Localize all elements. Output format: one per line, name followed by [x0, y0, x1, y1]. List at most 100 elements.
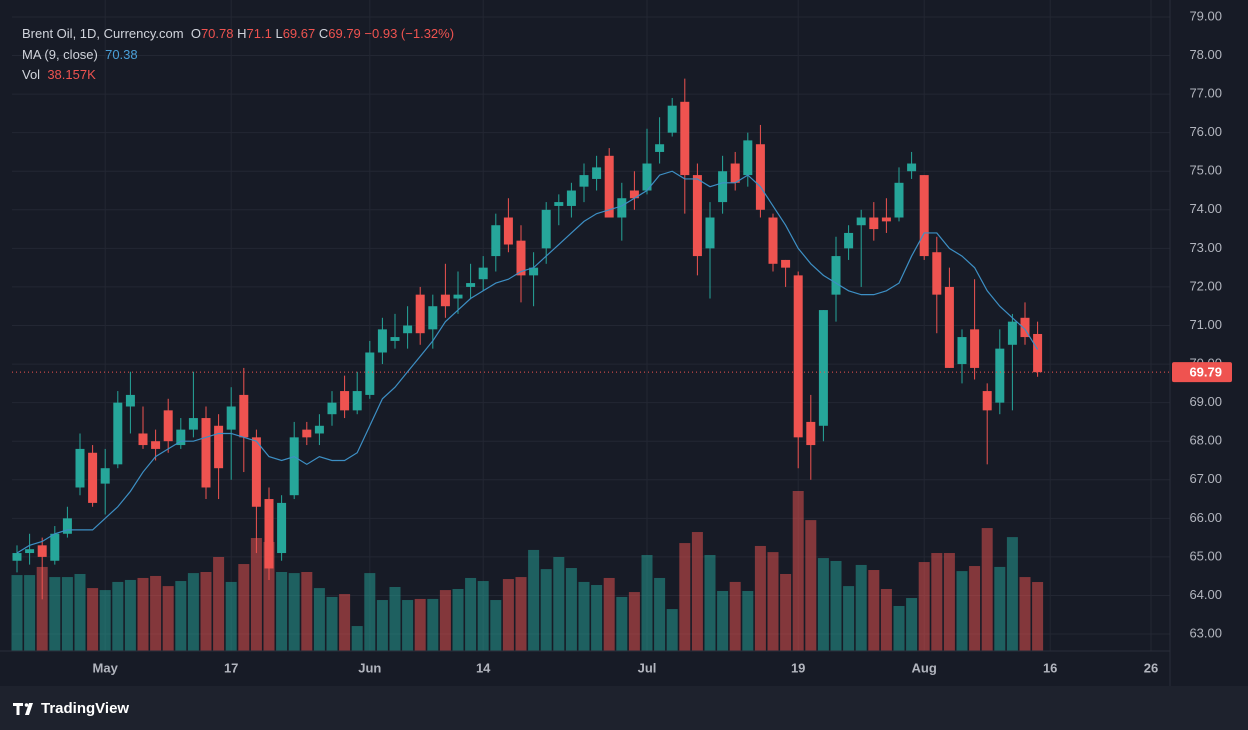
candle-body	[151, 441, 161, 449]
candle-body	[491, 225, 501, 257]
candle-body	[705, 217, 715, 249]
volume-bar	[175, 581, 187, 651]
candle-body	[793, 275, 803, 438]
candle-body	[503, 217, 513, 245]
volume-bar	[137, 577, 149, 651]
candle-body	[201, 418, 211, 488]
axes: 63.0064.0065.0066.0067.0068.0069.0070.00…	[12, 8, 1232, 675]
candle-body	[428, 306, 438, 330]
candle-body	[37, 545, 47, 557]
volume-bar	[213, 556, 225, 651]
candle-body	[881, 217, 891, 222]
y-tick-label: 77.00	[1189, 86, 1222, 101]
candle-body	[554, 202, 564, 206]
volume-pane	[11, 491, 1044, 651]
candle-body	[907, 163, 917, 172]
candle-body	[604, 155, 614, 218]
volume-bar	[49, 577, 61, 651]
ma-value: 70.38	[105, 46, 138, 62]
volume-bar	[691, 532, 703, 651]
volume-bar	[238, 564, 250, 651]
volume-bar	[603, 577, 615, 651]
volume-bar	[780, 573, 792, 651]
y-tick-label: 78.00	[1189, 47, 1222, 62]
volume-bar	[301, 571, 313, 651]
volume-bar	[1006, 537, 1018, 651]
y-tick-label: 76.00	[1189, 124, 1222, 139]
volume-bar	[981, 528, 993, 651]
candle-body	[818, 310, 828, 426]
volume-bar	[250, 538, 262, 651]
candle-body	[781, 259, 791, 268]
candle-body	[277, 502, 287, 554]
volume-bar	[351, 626, 363, 651]
volume-bar	[515, 577, 527, 651]
volume-bar	[24, 575, 36, 651]
volume-bar	[843, 586, 855, 651]
candle-body	[453, 294, 463, 299]
y-tick-label: 67.00	[1189, 471, 1222, 486]
volume-bar	[150, 575, 162, 651]
volume-bar	[263, 541, 275, 651]
volume-bar	[124, 579, 136, 651]
volume-bar	[36, 566, 48, 651]
volume-bar	[729, 581, 741, 651]
x-tick-label: 17	[224, 660, 238, 675]
candle-body	[995, 348, 1005, 403]
volume-bar	[339, 594, 351, 651]
candle-body	[390, 337, 400, 341]
candle-body	[340, 391, 350, 411]
last-price-tag	[1172, 362, 1232, 383]
volume-bar	[439, 590, 451, 651]
candle-body	[743, 140, 753, 176]
volume-bar	[465, 577, 477, 651]
volume-bar	[918, 562, 930, 651]
y-tick-label: 79.00	[1189, 8, 1222, 23]
candle-body	[642, 163, 652, 191]
candle-body	[125, 394, 135, 407]
candle-body	[617, 198, 627, 218]
volume-bar	[666, 609, 678, 651]
y-tick-label: 63.00	[1189, 625, 1222, 640]
volume-bar	[477, 581, 489, 651]
volume-bar	[187, 573, 199, 651]
candle-body	[88, 452, 98, 503]
y-tick-label: 66.00	[1189, 510, 1222, 525]
volume-bar	[1019, 577, 1031, 651]
candle-body	[188, 418, 198, 430]
legend-row: Brent Oil, 1D, Currency.com O70.78 H71.1…	[22, 24, 454, 45]
brand-name: TradingView	[41, 700, 129, 717]
x-tick-label: May	[93, 660, 119, 675]
volume-bar	[578, 581, 590, 651]
x-tick-label: 16	[1043, 660, 1057, 675]
legend-row: Vol 38.157K	[22, 65, 454, 86]
candle-body	[365, 352, 375, 395]
candle-body	[516, 240, 526, 276]
candle-body	[844, 232, 854, 249]
y-tick-label: 65.00	[1189, 548, 1222, 563]
candle-body	[579, 175, 589, 187]
candle-body	[541, 209, 551, 249]
candle-body	[239, 394, 249, 438]
candles	[12, 78, 1043, 600]
y-tick-label: 69.00	[1189, 394, 1222, 409]
volume-bar	[1032, 582, 1044, 651]
volume-bar	[754, 545, 766, 651]
volume-bar	[931, 553, 943, 651]
candle-body	[100, 468, 110, 484]
volume-bar	[628, 592, 640, 651]
candle-body	[806, 421, 816, 446]
y-tick-label: 75.00	[1189, 163, 1222, 178]
volume-bar	[74, 573, 86, 651]
volume-bar	[868, 570, 880, 651]
candle-body	[75, 448, 85, 488]
candle-body	[831, 256, 841, 295]
candle-body	[957, 337, 967, 365]
volume-bar	[654, 577, 666, 651]
y-tick-label: 64.00	[1189, 587, 1222, 602]
candle-body	[226, 406, 236, 430]
volume-bar	[969, 566, 981, 651]
volume-bar	[288, 573, 300, 651]
volume-bar	[906, 598, 918, 651]
